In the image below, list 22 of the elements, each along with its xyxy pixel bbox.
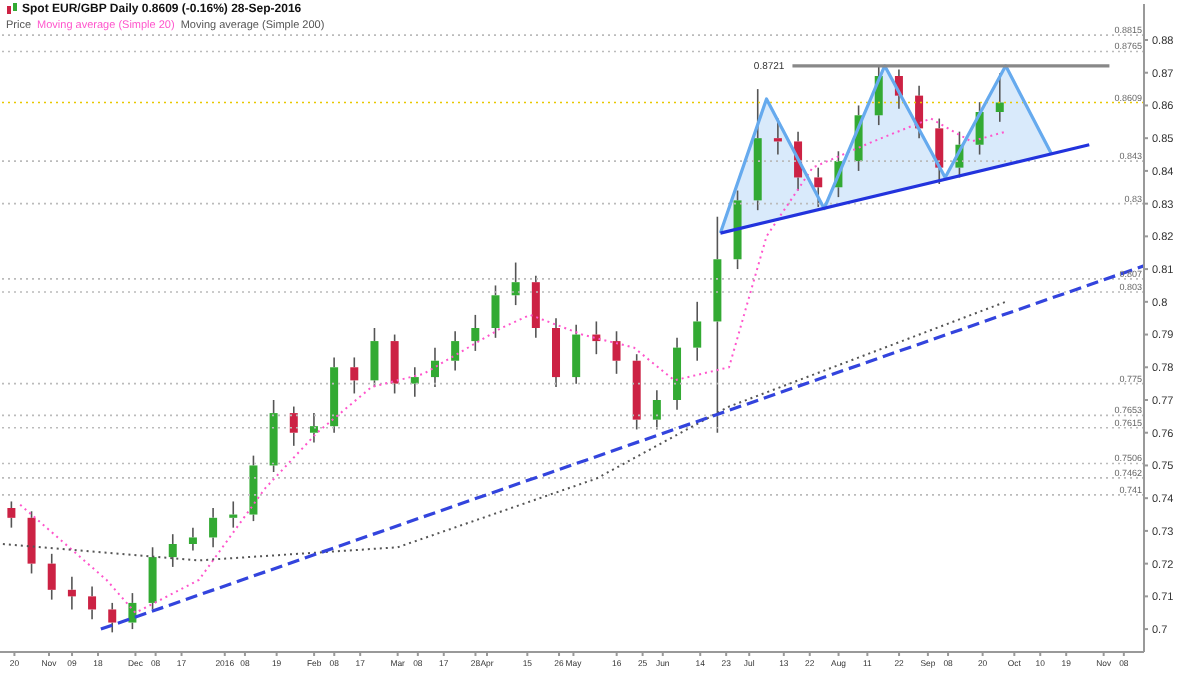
candlestick — [88, 585, 97, 621]
candlestick — [814, 166, 823, 208]
line-series — [1, 300, 1007, 562]
candlestick — [309, 412, 318, 444]
candlestick — [673, 337, 682, 411]
candlestick — [330, 356, 339, 434]
candlestick — [350, 356, 359, 395]
candlestick — [67, 575, 76, 611]
candlestick — [552, 317, 561, 388]
candlestick — [229, 500, 238, 529]
candlestick — [753, 88, 762, 211]
candlestick — [188, 526, 197, 552]
candlestick — [430, 346, 439, 388]
candlestick — [209, 507, 218, 549]
candlestick — [693, 301, 702, 362]
candlestick — [995, 72, 1004, 123]
candlestick — [572, 323, 581, 385]
candlestick — [410, 366, 419, 398]
candlestick — [451, 330, 460, 372]
candlestick — [47, 553, 56, 601]
candlestick — [289, 405, 298, 447]
candlestick — [531, 274, 540, 339]
